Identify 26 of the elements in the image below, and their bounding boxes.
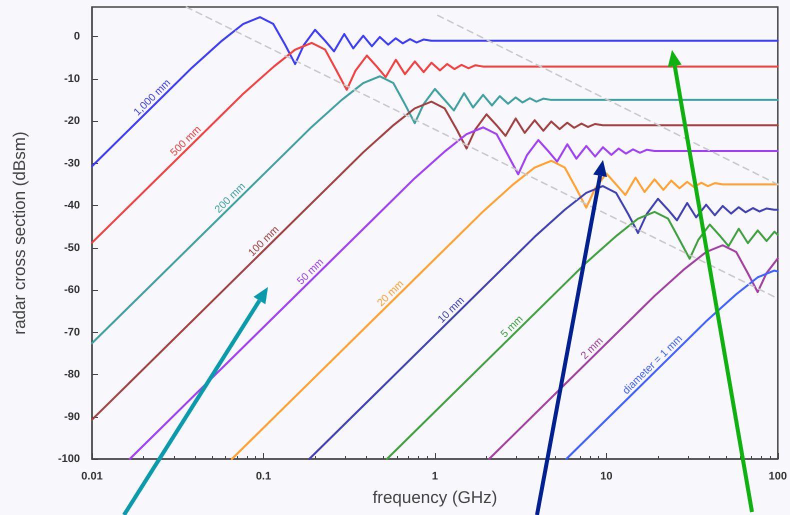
y-tick-label: -80: [64, 368, 80, 381]
text: 200 mm: [212, 180, 248, 216]
y-tick-label: 0: [74, 30, 80, 43]
text: 2 mm: [578, 334, 606, 362]
y-tick-label: -50: [64, 242, 80, 254]
x-tick-label: 0.1: [256, 470, 272, 482]
x-axis-title: frequency (GHz): [372, 488, 498, 507]
x-tick-label: 0.01: [81, 470, 103, 482]
text: 5 mm: [498, 313, 526, 340]
y-tick-label: -60: [64, 284, 80, 296]
x-tick-label: 100: [768, 470, 788, 482]
x-tick-label: 1: [432, 470, 438, 482]
text: 500 mm: [168, 123, 204, 159]
y-tick-label: -70: [64, 326, 80, 338]
y-tick-label: -10: [64, 72, 80, 85]
y-tick-label: -20: [64, 115, 80, 128]
y-tick-label: -40: [64, 200, 80, 212]
text: 50 mm: [294, 256, 326, 288]
text: 20 mm: [374, 278, 406, 309]
y-axis-title: radar cross section (dBsm): [10, 131, 29, 335]
y-tick-label: -30: [64, 157, 80, 170]
y-tick-label: -100: [58, 453, 80, 465]
text: 10 mm: [436, 294, 468, 326]
text: 100 mm: [246, 224, 282, 259]
y-tick-label: -90: [64, 410, 80, 423]
x-tick-label: 10: [600, 470, 612, 482]
